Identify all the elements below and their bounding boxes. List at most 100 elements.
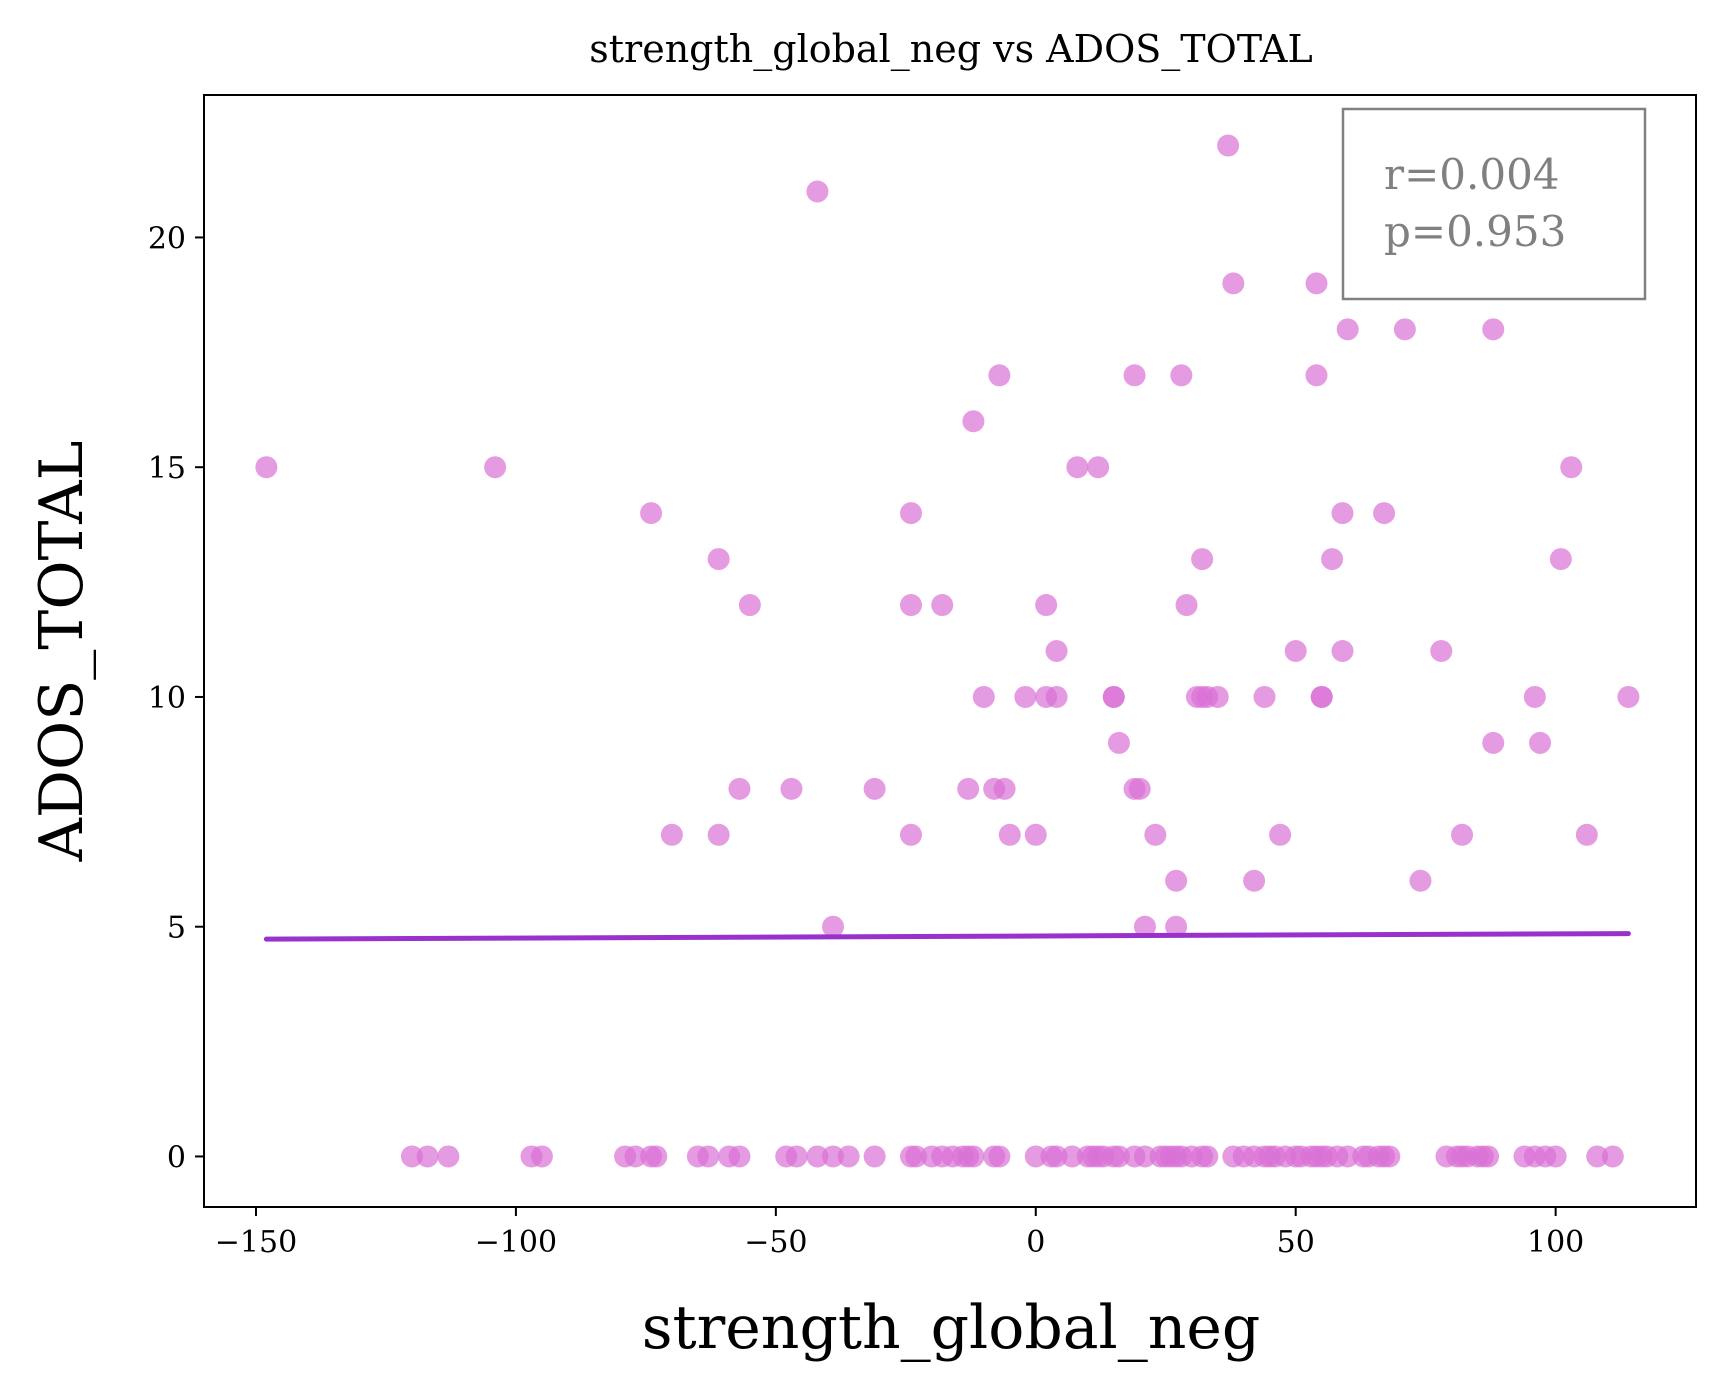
data-point [1170,364,1193,387]
chart-title: strength_global_neg vs ADOS_TOTAL [589,27,1312,72]
data-point [1451,823,1474,846]
data-point [707,823,730,846]
data-point [624,1145,647,1168]
data-point [416,1145,439,1168]
data-point [484,456,507,479]
data-point [1165,869,1188,892]
data-point [1175,594,1198,617]
x-tick-label: 50 [1277,1225,1315,1260]
y-axis-ticks: 0 5 10 15 20 [148,221,204,1175]
data-point [1107,1145,1130,1168]
data-point [1045,640,1068,662]
regression-line-group [263,931,1631,942]
data-point [988,364,1011,387]
data-point [1061,1145,1084,1168]
data-point [1601,1145,1624,1168]
data-point [785,1145,808,1168]
data-point [905,1145,928,1168]
data-point [1482,731,1505,754]
data-point [1035,594,1058,617]
x-tick-label: 0 [1026,1225,1045,1260]
data-point [962,410,985,433]
x-tick-label: −100 [475,1225,557,1260]
data-point [900,823,923,846]
data-point [1560,456,1583,479]
data-point [1482,318,1505,341]
data-point [660,823,683,846]
data-point [1165,915,1188,938]
data-point [1045,685,1068,708]
data-point [900,594,923,617]
data-point [1107,731,1130,754]
data-point [645,1145,668,1168]
correlation-p-text: p=0.953 [1384,207,1566,256]
y-tick-label: 0 [167,1140,186,1175]
y-tick-label: 20 [148,221,186,256]
data-point [1243,869,1266,892]
data-point [1529,731,1552,754]
data-point [1409,869,1432,892]
data-point [1102,685,1125,708]
data-point [738,594,761,617]
data-point [972,685,995,708]
data-point [1253,685,1276,708]
data-point [1575,823,1598,846]
data-point [962,1145,985,1168]
data-point [1430,640,1453,662]
data-point [1586,1145,1609,1168]
data-point [1045,1145,1068,1168]
data-point [1284,640,1307,662]
data-point [822,915,845,938]
correlation-annotation: r=0.004 p=0.953 [1341,107,1647,301]
data-point [1066,456,1089,479]
data-point [1014,685,1037,708]
data-point [1549,548,1572,571]
data-point [1305,272,1328,295]
data-point [1217,134,1240,157]
data-point [1123,364,1146,387]
x-tick-label: −50 [744,1225,807,1260]
data-point [1024,1145,1047,1168]
regression-line [263,931,1631,942]
data-point [728,1145,751,1168]
data-point [863,1145,886,1168]
data-point [998,823,1021,846]
data-point [400,1145,423,1168]
data-point [1617,685,1640,708]
data-point [1222,272,1245,295]
data-point [1144,823,1167,846]
data-point [1321,548,1344,571]
y-tick-label: 15 [148,451,186,486]
data-point [1336,318,1359,341]
data-point [957,777,980,800]
correlation-r-text: r=0.004 [1384,150,1560,199]
data-point [1206,685,1229,708]
data-point [1331,502,1354,525]
x-axis-label: strength_global_neg [642,1293,1261,1363]
data-point [1477,1145,1500,1168]
data-point [1133,915,1156,938]
data-point [1024,823,1047,846]
y-axis-label: ADOS_TOTAL [27,441,97,863]
data-point [931,594,954,617]
data-point [255,456,278,479]
data-point [1310,685,1333,708]
data-point [1305,364,1328,387]
data-point [900,502,923,525]
data-point [697,1145,720,1168]
data-point [1269,823,1292,846]
data-point [728,777,751,800]
data-point [1336,1145,1359,1168]
data-point [1523,685,1546,708]
data-point [640,502,663,525]
data-point [1191,548,1214,571]
data-point [806,180,829,203]
data-point [993,777,1016,800]
x-tick-label: −150 [215,1225,297,1260]
data-point [707,548,730,571]
plot-area-frame [203,94,1697,1208]
y-tick-label: 5 [167,911,186,946]
data-point [1393,318,1416,341]
data-point [530,1145,553,1168]
